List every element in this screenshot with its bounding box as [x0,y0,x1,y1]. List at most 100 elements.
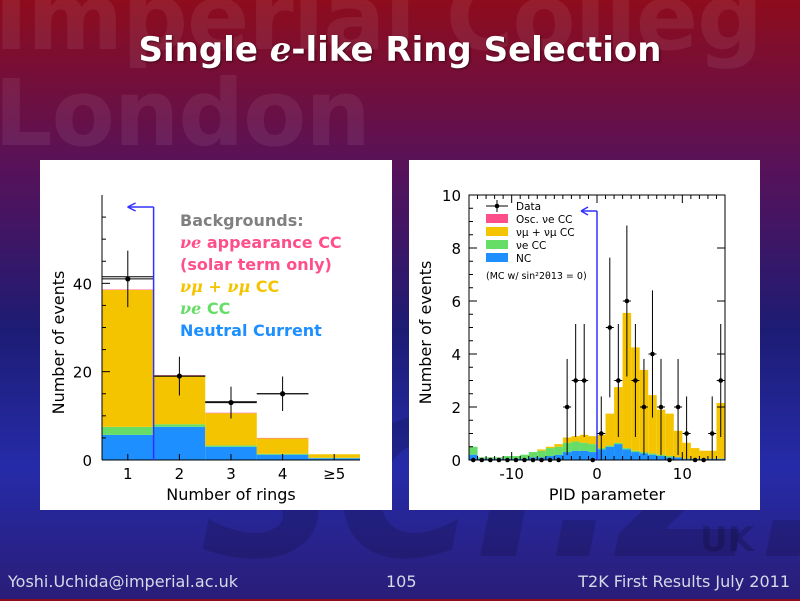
data-point [710,431,715,436]
data-point [718,378,723,383]
x-tick-label: 3 [226,465,236,483]
histogram-segment [606,414,615,446]
legend-entry-symbol: νe [180,233,201,252]
footer-email: Yoshi.Uchida@imperial.ac.uk [8,572,238,591]
histogram-segment [614,444,623,460]
x-tick-label: 2 [175,465,185,483]
histogram-segment [571,441,580,450]
y-tick-label: 4 [451,346,461,364]
legend-entry: Neutral Current [180,321,322,340]
data-point [125,276,130,281]
legend-entry-text: (solar term only) [180,255,332,274]
histogram-segment [631,452,640,460]
legend-entry-text: appearance CC [201,233,341,252]
legend-header: Backgrounds: [180,211,304,230]
data-point [667,458,672,463]
legend-entry-label: νe CC [516,240,546,252]
data-point [539,458,544,463]
data-point [608,325,613,330]
legend-entry-label: Osc. νe CC [516,214,573,226]
legend-entry-symbol: νμ + νμ [180,277,250,296]
data-point [599,431,604,436]
data-point [642,405,647,410]
y-axis-label: Number of events [49,271,68,415]
x-axis-label: Number of rings [166,485,296,504]
data-point [676,405,681,410]
y-tick-label: 10 [442,187,461,205]
data-point [701,458,706,463]
data-point [625,299,630,304]
data-point [280,391,285,396]
y-tick-label: 0 [451,452,461,470]
histogram-segment [546,448,555,456]
data-point [565,405,570,410]
legend-swatch [486,214,508,223]
histogram-segment [537,449,546,450]
data-point [693,458,698,463]
footer-event: T2K First Results July 2011 [578,572,790,591]
histogram-segment [588,436,597,444]
histogram-segment [606,445,615,446]
bar-segment [154,424,206,427]
histogram-segment [546,447,555,448]
bar-segment [205,445,257,446]
legend-entry-label: Data [516,201,541,213]
histogram-segment [648,455,657,460]
histogram-segment [469,447,478,455]
slide-title: Single e-like Ring Selection [0,30,800,70]
data-point [582,378,587,383]
data-point [684,431,689,436]
x-tick-label: 1 [123,465,133,483]
histogram-segment [665,414,674,456]
histogram-segment [657,456,666,460]
histogram-segment [623,448,632,449]
data-point [497,458,502,463]
data-point [556,458,561,463]
legend-entry-text: CC [201,299,230,318]
histogram-segment [571,451,580,460]
legend-data-marker [495,204,500,209]
data-point [505,458,510,463]
histogram-segment [648,453,657,454]
y-tick-label: 6 [451,293,461,311]
legend-entry-label: NC [516,253,531,265]
legend-swatch [486,240,508,249]
x-tick-label: 4 [278,465,288,483]
y-tick-label: 2 [451,399,461,417]
data-point [590,458,595,463]
data-point [488,458,493,463]
legend-entry: νμ + νμ CC [180,277,279,296]
background-watermark: Imperial Colleg London [0,0,762,162]
histogram-segment [699,451,708,459]
legend-entry-text: Neutral Current [180,321,322,340]
data-point [177,373,182,378]
background-watermark-uk: UK [700,520,754,560]
data-point [650,352,655,357]
x-axis-label: PID parameter [549,485,666,504]
histogram-segment [588,444,597,452]
legend-note: (MC w/ sin²2θ13 = 0) [486,271,587,282]
legend-entry-text: CC [250,277,279,296]
y-axis-label: Number of events [416,261,435,405]
data-point [514,458,519,463]
data-point [573,378,578,383]
data-point [616,378,621,383]
data-point [522,458,527,463]
y-tick-label: 20 [73,364,92,382]
histogram-segment [614,443,623,444]
y-tick-label: 8 [451,240,461,258]
histogram-segment [606,447,615,460]
legend-entry-label: νμ + νμ CC [516,227,575,239]
legend-entry-symbol: νe [180,299,201,318]
legend-swatch [486,227,508,236]
histogram-segment [691,448,700,459]
data-point [480,458,485,463]
data-point [228,400,233,405]
footer-page-number: 105 [386,572,417,591]
histogram-segment [631,451,640,452]
histogram-segment [537,451,546,458]
histogram-segment [580,443,589,451]
data-point [471,458,476,463]
